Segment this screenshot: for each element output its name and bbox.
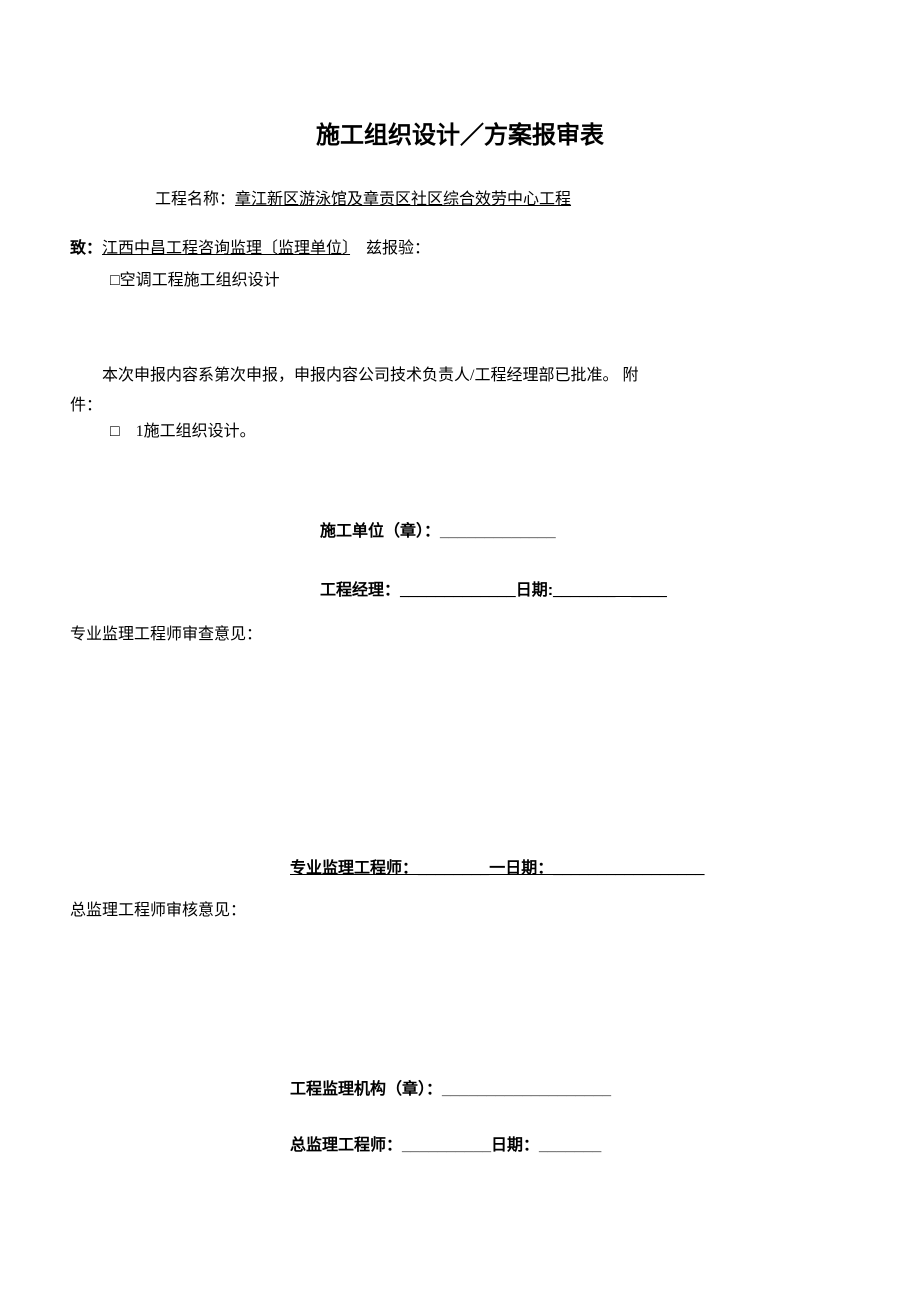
project-manager-label: 工程经理： (320, 582, 400, 599)
project-name-row: 工程名称：章江新区游泳馆及章贡区社区综合效劳中心工程 (155, 185, 850, 209)
date-label-2: 日期： (491, 1137, 539, 1154)
to-suffix: 兹报验： (350, 240, 430, 257)
chief-review-heading: 总监理工程师审核意见： (70, 896, 850, 920)
document-page: 施工组织设计／方案报审表 工程名称：章江新区游泳馆及章贡区社区综合效劳中心工程 … (0, 0, 920, 1257)
date-blank-1: _______ ____ (553, 582, 667, 599)
project-name-label: 工程名称： (155, 191, 235, 208)
attachment-label: 件： (70, 391, 850, 415)
attachment-item-1: □ 1施工组织设计。 (110, 417, 850, 441)
supervision-org-line: 工程监理机构（章）：___________________ (290, 1075, 850, 1099)
date-label-1: 日期: (516, 582, 553, 599)
professional-engineer-signature: 专业监理工程师：________一日期：_________________ (290, 854, 850, 878)
project-name-value: 章江新区游泳馆及章贡区社区综合效劳中心工程 (235, 191, 571, 208)
chief-engineer-line: 总监理工程师：__________日期：_______ (290, 1131, 850, 1155)
chief-engineer-label: 总监理工程师： (290, 1137, 402, 1154)
chief-engineer-blank: __________ (402, 1137, 491, 1154)
body-paragraph: 本次申报内容系第次申报，申报内容公司技术负责人/工程经理部已批准。 附 (70, 362, 850, 391)
project-manager-blank: _____________ (400, 582, 516, 599)
professional-review-heading: 专业监理工程师审查意见： (70, 620, 850, 644)
checkbox-item-1: □空调工程施工组织设计 (110, 266, 850, 290)
form-title: 施工组织设计／方案报审表 (70, 115, 850, 150)
construction-unit-line: 施工单位（章）：_____________ (320, 517, 850, 541)
construction-signature-block: 施工单位（章）：_____________ 工程经理：_____________… (70, 517, 850, 600)
final-signature-block: 工程监理机构（章）：___________________ 总监理工程师：___… (70, 1075, 850, 1155)
addressee-row: 致：江西中昌工程咨询监理〔监理单位〕 兹报验： (70, 234, 850, 258)
project-manager-line: 工程经理：_____________日期:_______ ____ (320, 576, 850, 600)
to-label: 致： (70, 240, 102, 257)
to-value: 江西中昌工程咨询监理〔监理单位〕 (102, 240, 350, 257)
date-blank-2: _______ (539, 1137, 601, 1154)
